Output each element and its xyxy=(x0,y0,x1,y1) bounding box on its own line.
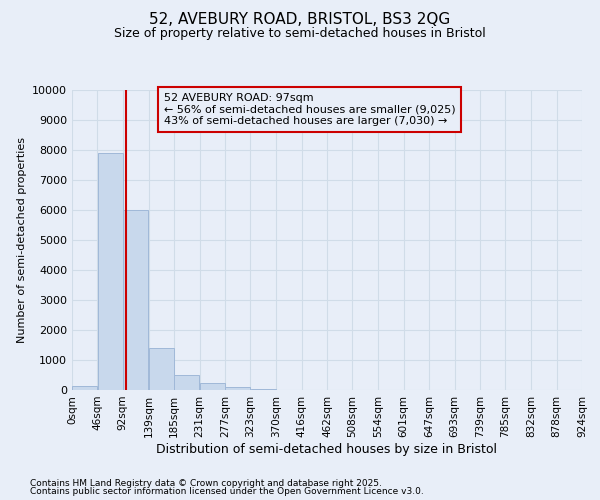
Text: Contains HM Land Registry data © Crown copyright and database right 2025.: Contains HM Land Registry data © Crown c… xyxy=(30,478,382,488)
Text: Size of property relative to semi-detached houses in Bristol: Size of property relative to semi-detach… xyxy=(114,28,486,40)
X-axis label: Distribution of semi-detached houses by size in Bristol: Distribution of semi-detached houses by … xyxy=(157,442,497,456)
Bar xyxy=(200,384,224,390)
Bar xyxy=(98,153,122,390)
Bar xyxy=(149,348,174,390)
Y-axis label: Number of semi-detached properties: Number of semi-detached properties xyxy=(17,137,26,343)
Bar xyxy=(175,375,199,390)
Bar xyxy=(72,386,97,390)
Bar xyxy=(225,387,250,390)
Text: 52 AVEBURY ROAD: 97sqm
← 56% of semi-detached houses are smaller (9,025)
43% of : 52 AVEBURY ROAD: 97sqm ← 56% of semi-det… xyxy=(164,93,455,126)
Bar xyxy=(251,388,276,390)
Text: 52, AVEBURY ROAD, BRISTOL, BS3 2QG: 52, AVEBURY ROAD, BRISTOL, BS3 2QG xyxy=(149,12,451,28)
Text: Contains public sector information licensed under the Open Government Licence v3: Contains public sector information licen… xyxy=(30,487,424,496)
Bar xyxy=(123,210,148,390)
